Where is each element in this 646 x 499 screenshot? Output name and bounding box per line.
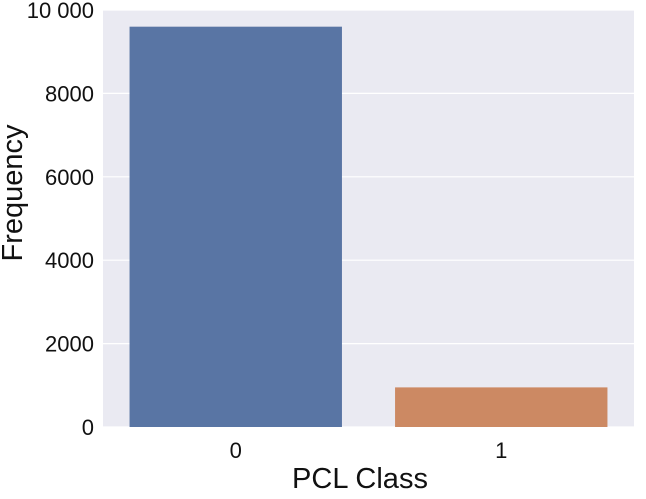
bar-1 (395, 387, 608, 427)
x-axis-label: PCL Class (292, 463, 428, 495)
y-tick-labels: 0 2000 4000 6000 8000 10 000 (27, 0, 94, 440)
y-tick-label: 2000 (45, 332, 94, 357)
y-tick-label: 0 (82, 415, 94, 440)
y-tick-label: 6000 (45, 165, 94, 190)
y-tick-label: 10 000 (27, 0, 94, 23)
y-tick-label: 4000 (45, 248, 94, 273)
y-axis-label: Frequency (0, 124, 29, 262)
bars (129, 26, 608, 428)
y-tick-label: 8000 (45, 81, 94, 106)
x-tick-label: 1 (495, 438, 507, 463)
bar-0 (129, 26, 342, 428)
x-tick-label: 0 (230, 438, 242, 463)
